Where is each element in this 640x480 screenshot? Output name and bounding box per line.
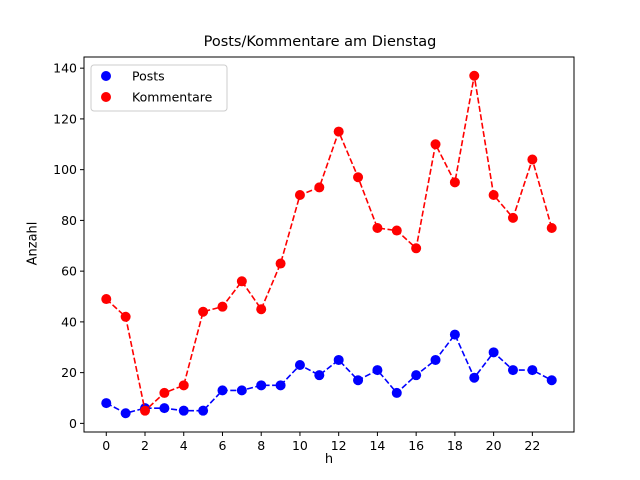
data-point [507,212,518,223]
data-point [449,329,460,340]
data-point [198,405,209,416]
data-point [101,294,112,305]
data-point [294,190,305,201]
y-tick-label: 80 [61,213,77,228]
data-point [411,370,422,381]
x-tick-label: 14 [369,438,385,453]
series-line-posts [105,333,553,415]
data-point [411,243,422,254]
legend-box [90,64,228,112]
x-tick-label: 22 [524,438,540,453]
data-point [314,182,325,193]
data-point [256,380,267,391]
y-tick-label: 100 [53,162,77,177]
data-point [178,380,189,391]
data-point [527,154,538,165]
data-point [217,301,228,312]
data-point [372,223,383,234]
data-point [546,375,557,386]
data-point [275,258,286,269]
data-point [236,276,247,287]
y-tick-label: 140 [53,61,77,76]
y-tick-label: 0 [69,416,77,431]
data-point [101,398,112,409]
data-point [333,126,344,137]
data-point [391,387,402,398]
x-tick-label: 0 [102,438,110,453]
y-tick-label: 120 [53,111,77,126]
data-point [353,172,364,183]
x-tick-label: 18 [447,438,463,453]
legend-label: Posts [132,69,165,84]
data-point [256,304,267,315]
y-tick-label: 60 [61,264,77,279]
data-point [546,223,557,234]
data-point [353,375,364,386]
y-tick-label: 40 [61,314,77,329]
legend-label: Kommentare [132,90,213,105]
x-tick-label: 16 [408,438,424,453]
x-tick-label: 6 [219,438,227,453]
y-axis-label: Anzahl [25,221,41,266]
legend-marker [101,71,111,81]
chart-title: Posts/Kommentare am Dienstag [203,34,437,50]
data-point [159,403,170,414]
data-point [198,306,209,317]
data-point [333,354,344,365]
data-point [178,405,189,416]
data-point [430,139,441,150]
data-point [372,365,383,376]
data-point [469,372,480,383]
x-tick-label: 12 [331,438,347,453]
data-point [507,365,518,376]
data-point [314,370,325,381]
series-line-kommentare [105,75,553,413]
data-point [294,360,305,371]
y-tick-label: 20 [61,365,77,380]
data-point [236,385,247,396]
data-point [449,177,460,188]
x-tick-label: 10 [292,438,308,453]
x-tick-label: 8 [257,438,265,453]
data-point [430,354,441,365]
data-point [488,347,499,358]
data-point [120,408,131,419]
data-point [527,365,538,376]
data-point [140,405,151,416]
data-point [120,311,131,322]
data-point [217,385,228,396]
x-axis-label: h [324,452,334,467]
legend-marker [101,92,111,102]
axes-frame [83,56,575,433]
data-point [469,70,480,81]
data-point [391,225,402,236]
x-tick-label: 4 [180,438,188,453]
data-point [275,380,286,391]
x-tick-label: 2 [141,438,149,453]
data-point [159,387,170,398]
x-tick-label: 20 [486,438,502,453]
data-point [488,190,499,201]
